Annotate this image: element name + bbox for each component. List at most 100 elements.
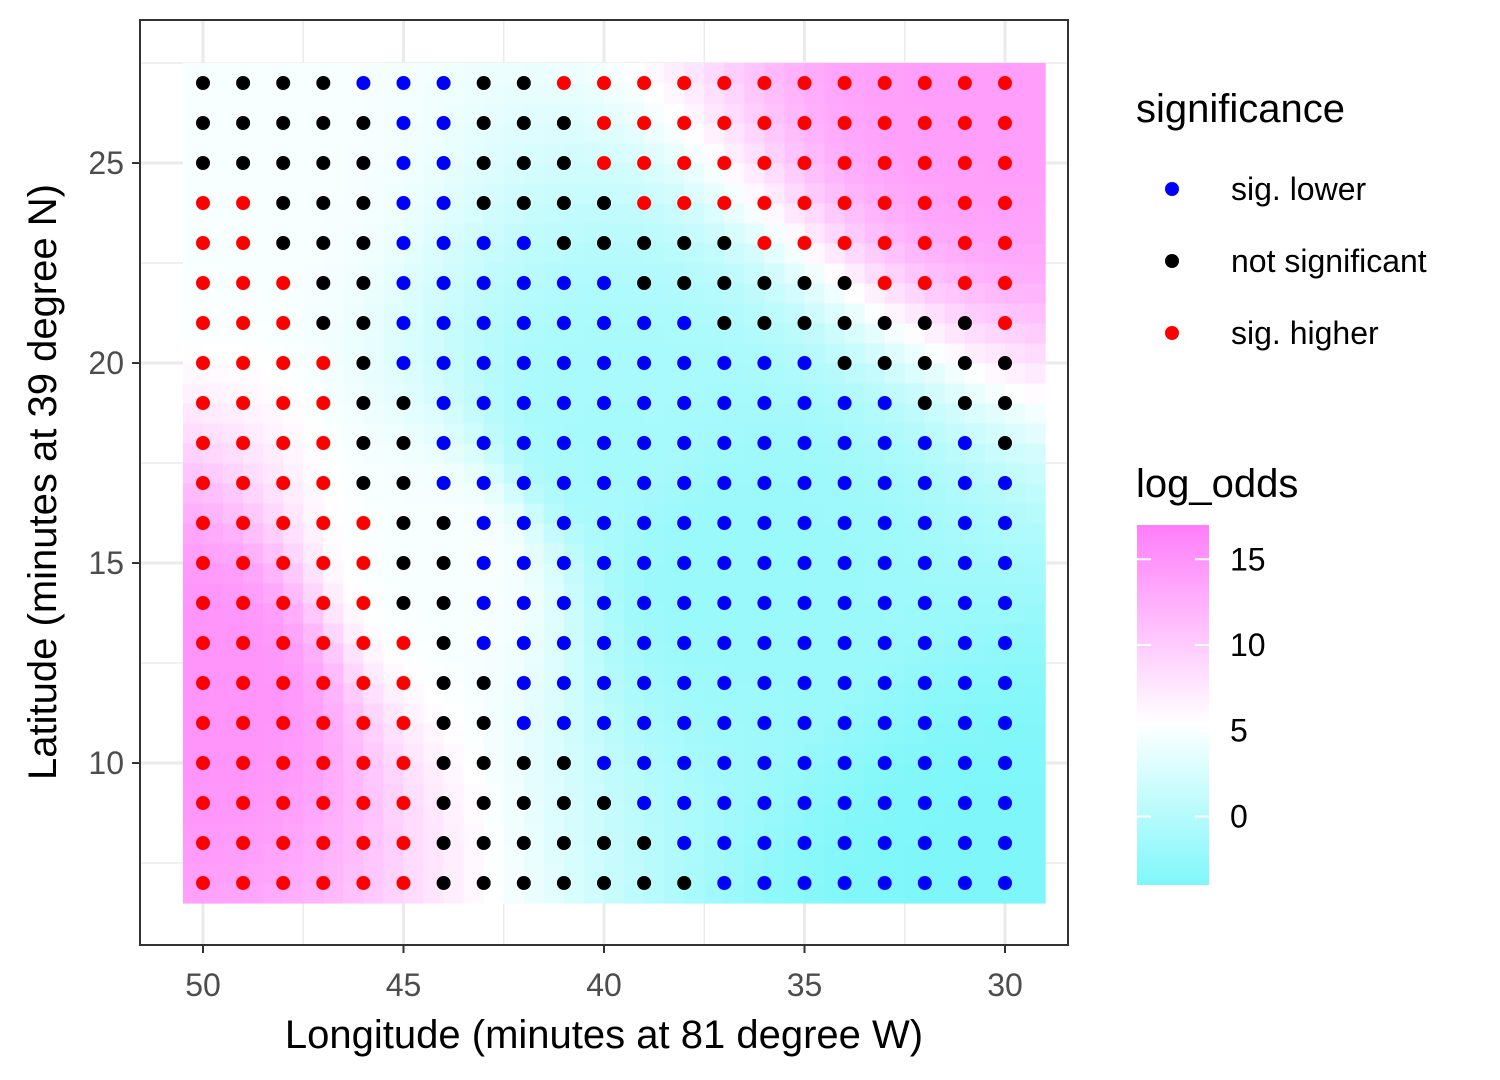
point-sig-lower: [837, 716, 852, 730]
point-sig-lower: [597, 436, 611, 450]
point-sig-higher: [236, 716, 251, 730]
heatmap-cell: [884, 483, 906, 504]
point-sig-lower: [877, 716, 892, 730]
heatmap-cell: [283, 723, 304, 744]
heatmap-cell: [1025, 463, 1046, 484]
point-sig-higher: [276, 676, 291, 690]
heatmap-cell: [644, 443, 665, 464]
heatmap-cell: [764, 163, 786, 184]
point-sig-lower: [877, 396, 892, 410]
point-sig-higher: [717, 76, 732, 90]
heatmap-cell: [964, 483, 986, 504]
point-not-significant: [717, 236, 732, 250]
point-sig-higher: [196, 356, 210, 370]
heatmap-cell: [323, 403, 344, 424]
heatmap-cell: [604, 603, 625, 624]
heatmap-cell: [523, 883, 545, 904]
heatmap-cell: [804, 683, 826, 704]
heatmap-cell: [724, 283, 745, 304]
y-axis-title: Latitude (minutes at 39 degree N): [21, 184, 65, 780]
point-sig-lower: [677, 396, 692, 410]
point-sig-higher: [356, 756, 371, 770]
y-tick-label: 15: [88, 545, 124, 581]
heatmap-cell: [483, 563, 505, 584]
heatmap-cell: [443, 443, 465, 464]
point-sig-lower: [998, 596, 1012, 610]
heatmap-cell: [804, 283, 826, 304]
point-sig-higher: [917, 236, 932, 250]
heatmap-cell: [363, 403, 385, 424]
point-not-significant: [717, 276, 732, 290]
heatmap-cell: [764, 363, 786, 384]
heatmap-cell: [1025, 403, 1046, 424]
heatmap-cell: [1025, 543, 1046, 564]
point-sig-higher: [396, 756, 411, 770]
heatmap-cell: [804, 83, 826, 104]
heatmap-cell: [604, 723, 625, 744]
point-sig-lower: [556, 556, 571, 570]
heatmap-cell: [1025, 523, 1046, 544]
heatmap-cell: [363, 563, 385, 584]
heatmap-cell: [1005, 523, 1026, 544]
heatmap-cell: [243, 883, 264, 904]
point-sig-lower: [757, 516, 772, 530]
heatmap-cell: [323, 603, 344, 624]
point-sig-higher: [316, 756, 331, 770]
point-sig-higher: [837, 156, 852, 170]
heatmap-cell: [884, 163, 906, 184]
point-sig-lower: [556, 396, 571, 410]
heatmap-cell: [563, 283, 585, 304]
point-sig-lower: [717, 476, 732, 490]
heatmap-cell: [483, 483, 505, 504]
point-sig-lower: [637, 316, 652, 330]
point-sig-lower: [837, 676, 852, 690]
point-sig-higher: [236, 556, 251, 570]
heatmap-cell: [523, 683, 545, 704]
point-sig-lower: [797, 756, 812, 770]
heatmap-cell: [1025, 263, 1046, 284]
point-sig-higher: [196, 236, 210, 250]
point-sig-higher: [196, 676, 210, 690]
point-not-significant: [316, 316, 331, 330]
heatmap-cell: [563, 363, 585, 384]
point-not-significant: [276, 236, 291, 250]
point-not-significant: [436, 636, 451, 650]
log-odds-legend: log_odds 15 10 5 0: [1136, 462, 1298, 885]
heatmap-cell: [443, 883, 465, 904]
heatmap-cell: [644, 123, 665, 144]
heatmap-cell: [804, 443, 826, 464]
point-sig-higher: [276, 436, 291, 450]
heatmap-cell: [724, 523, 745, 544]
point-not-significant: [597, 876, 611, 890]
heatmap-cell: [363, 283, 385, 304]
heatmap-cell: [884, 443, 906, 464]
point-sig-lower: [837, 516, 852, 530]
point-sig-higher: [316, 476, 331, 490]
point-sig-lower: [837, 436, 852, 450]
point-not-significant: [677, 236, 692, 250]
point-sig-higher: [356, 556, 371, 570]
point-not-significant: [236, 76, 251, 90]
point-sig-higher: [877, 156, 892, 170]
point-sig-lower: [757, 396, 772, 410]
point-sig-lower: [677, 316, 692, 330]
point-not-significant: [998, 356, 1012, 370]
heatmap-cell: [604, 243, 625, 264]
point-not-significant: [597, 836, 611, 850]
heatmap-cell: [1025, 103, 1046, 124]
heatmap-cell: [644, 243, 665, 264]
heatmap-cell: [604, 763, 625, 784]
point-sig-lower: [957, 756, 972, 770]
heatmap-cell: [283, 803, 304, 824]
point-sig-lower: [757, 356, 772, 370]
point-sig-higher: [957, 156, 972, 170]
point-sig-lower: [637, 796, 652, 810]
point-sig-lower: [957, 476, 972, 490]
colorbar-tick-label: 10: [1230, 627, 1266, 663]
point-sig-higher: [196, 636, 210, 650]
point-sig-higher: [276, 636, 291, 650]
y-tick-label: 25: [88, 145, 124, 181]
point-not-significant: [356, 276, 371, 290]
heatmap-cell: [523, 843, 545, 864]
point-sig-lower: [637, 556, 652, 570]
